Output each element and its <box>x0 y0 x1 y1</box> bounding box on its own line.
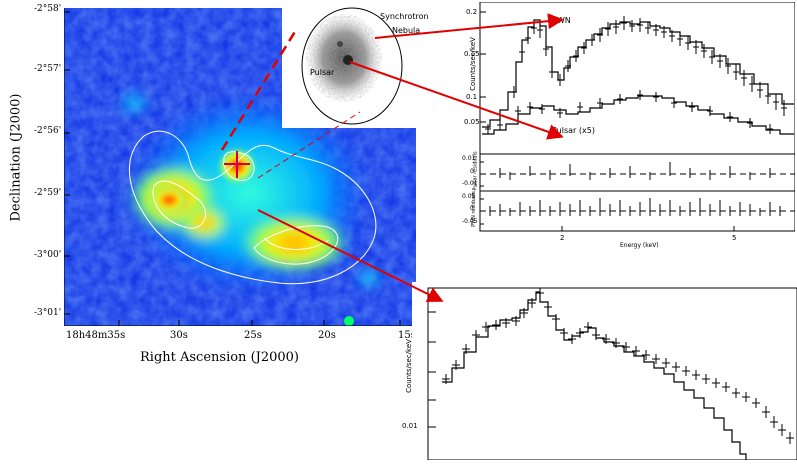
residual1-tick: 0.01 <box>462 155 476 162</box>
inset-connector <box>220 29 298 151</box>
spectrum-top-xlabel: Energy (keV) <box>620 242 659 249</box>
pwn-data-points <box>511 16 787 116</box>
ra-tick: 30s <box>170 330 188 341</box>
inset-label-nebula: Nebula <box>392 26 421 35</box>
arrow-pwn <box>374 13 564 39</box>
residual1-tick: -0.01 <box>462 180 478 187</box>
pulsar-data-points <box>485 90 773 134</box>
dec-tick: -2°56' <box>34 126 62 136</box>
pulsar-marker <box>224 151 250 178</box>
arrow-diffuse <box>257 209 444 302</box>
spectrum-bottom-panel: 0.01 Counts/sec/keV <box>402 282 797 461</box>
dec-tick: -2°58' <box>34 4 62 14</box>
residual2-tick: -0.05 <box>462 218 478 225</box>
dec-tick: -3°01' <box>34 308 62 318</box>
ra-tick: 25s <box>244 330 262 341</box>
spectrum-top-xtick: 5 <box>732 234 737 242</box>
ra-tick: 18h48m35s <box>66 330 126 341</box>
ra-tick: 15s <box>398 330 416 341</box>
arrow-pulsar <box>349 61 564 140</box>
bottom-data-points <box>442 288 794 444</box>
dec-tick: -2°59' <box>34 188 62 198</box>
residual2-tick: 0 <box>470 205 474 212</box>
residual-points <box>489 162 781 216</box>
inset-image <box>301 7 403 125</box>
ra-axis-label: Right Ascension (J2000) <box>140 350 300 365</box>
spectrum-top-ytick: 0.15 <box>464 50 480 58</box>
spectrum-top-label-pulsar: Pulsar (x5) <box>552 126 595 135</box>
dec-tick: -2°57' <box>34 64 62 74</box>
dec-tick: -3°00' <box>34 250 62 260</box>
residual2-tick: 0.05 <box>462 193 476 200</box>
spectrum-top-ytick: 0.1 <box>466 93 478 101</box>
spectrum-top-ytick: 0.2 <box>466 8 478 16</box>
inset-label-synchrotron: Synchrotron <box>380 12 429 21</box>
spectrum-top-ytick: 0.05 <box>464 118 480 126</box>
residual1-tick: 0 <box>470 168 474 175</box>
inset-connector <box>257 111 361 179</box>
spectrum-top-xtick: 2 <box>560 234 565 242</box>
ra-tick: 20s <box>318 330 336 341</box>
spectrum-bottom <box>427 287 797 461</box>
inset-label-pulsar: Pulsar <box>310 68 335 77</box>
spectrum-bottom-ytick: 0.01 <box>402 422 418 430</box>
